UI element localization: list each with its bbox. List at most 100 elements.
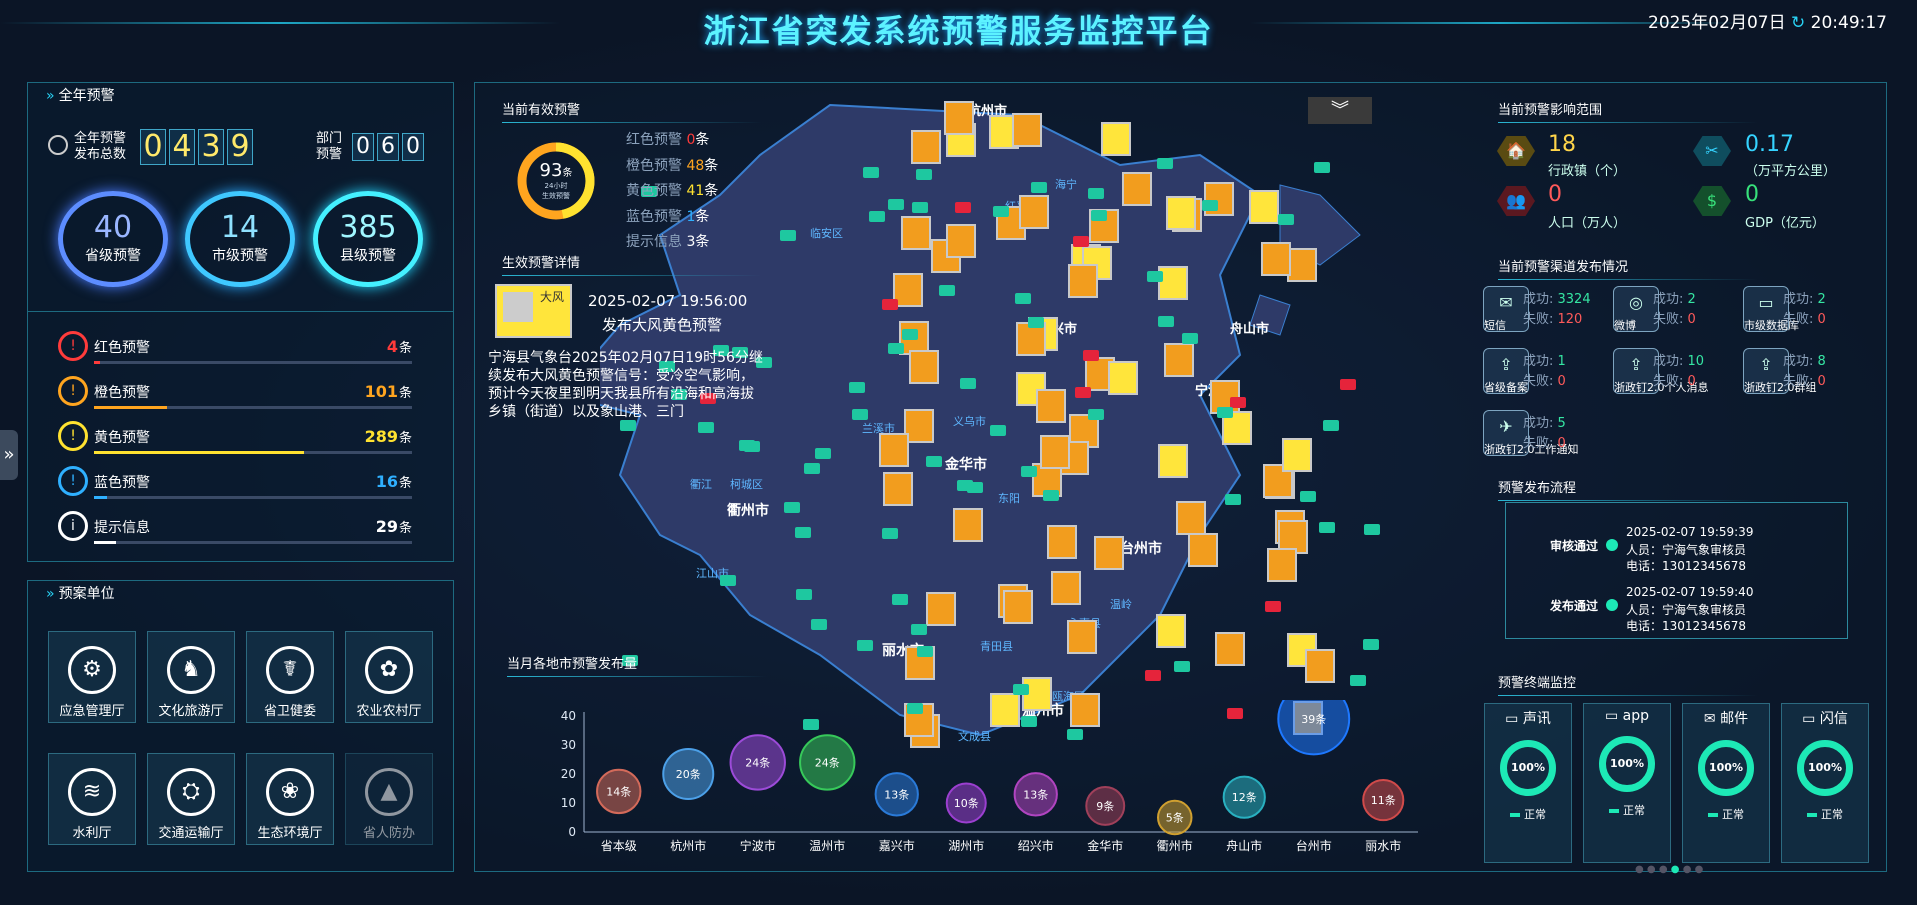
map-station-marker[interactable]	[901, 329, 918, 341]
effective-row[interactable]: 黄色预警 41条	[626, 179, 718, 205]
map-warning-marker[interactable]	[1047, 525, 1078, 560]
unit-culture-tourism[interactable]: ♞ 文化旅游厅	[147, 631, 235, 723]
map-station-marker[interactable]	[863, 167, 880, 179]
pager-dot[interactable]: ●	[1682, 864, 1692, 875]
map-station-marker[interactable]	[796, 589, 813, 601]
map-station-marker[interactable]	[966, 482, 983, 493]
terminal-flash[interactable]: ▭ 闪信 100% 正常	[1781, 703, 1869, 863]
map-warning-marker[interactable]	[945, 224, 976, 259]
pager-dot[interactable]: ●	[1635, 864, 1644, 875]
map-station-marker[interactable]	[888, 199, 904, 211]
map-station-marker[interactable]	[1145, 670, 1162, 682]
level-row-orange[interactable]: ! 橙色预警 101条	[28, 376, 420, 409]
map-station-marker[interactable]	[1157, 315, 1174, 327]
map-station-marker[interactable]	[1027, 317, 1044, 329]
map-station-marker[interactable]	[891, 593, 908, 605]
map-warning-marker[interactable]	[1107, 361, 1138, 396]
map-warning-marker[interactable]	[879, 433, 910, 467]
map-warning-marker[interactable]	[1281, 437, 1312, 472]
map-station-marker[interactable]	[802, 719, 819, 731]
pager-dot[interactable]: ●	[1646, 864, 1656, 875]
map-station-marker[interactable]	[1340, 379, 1357, 391]
pager-dot[interactable]: ●	[1658, 864, 1668, 875]
map-station-marker[interactable]	[1202, 200, 1219, 212]
channel-5[interactable]: ⇪ 浙政钉2.0群组	[1743, 348, 1817, 394]
level-row-red[interactable]: ! 红色预警 4条	[28, 331, 420, 364]
map-station-marker[interactable]	[658, 361, 675, 373]
level-row-yellow[interactable]: ! 黄色预警 289条	[28, 421, 420, 454]
sidebar-toggle-button[interactable]: »	[0, 430, 18, 480]
unit-emergency[interactable]: ⚙ 应急管理厅	[48, 631, 136, 723]
map-station-marker[interactable]	[620, 420, 637, 432]
channel-3[interactable]: ⇪ 省级备案	[1483, 348, 1529, 394]
map-station-marker[interactable]	[1350, 674, 1367, 686]
map-warning-marker[interactable]	[1093, 535, 1124, 570]
map-station-marker[interactable]	[990, 425, 1007, 437]
map-station-marker[interactable]	[960, 378, 977, 390]
map-station-marker[interactable]	[916, 645, 933, 657]
unit-agriculture[interactable]: ✿ 农业农村厅	[345, 631, 433, 723]
map-station-marker[interactable]	[1042, 490, 1059, 502]
detail-warning-icon[interactable]: 大风	[495, 284, 572, 338]
map-warning-marker[interactable]	[1305, 649, 1336, 684]
map-station-marker[interactable]	[888, 342, 905, 354]
effective-row[interactable]: 蓝色预警 1条	[626, 205, 718, 231]
channel-1[interactable]: ◎ 微博	[1613, 286, 1659, 332]
map-station-marker[interactable]	[938, 284, 955, 296]
ring-city[interactable]: 14 市级预警	[185, 191, 295, 287]
map-warning-marker[interactable]	[1214, 632, 1245, 667]
map-warning-marker[interactable]	[1158, 443, 1189, 478]
map-warning-marker[interactable]	[1039, 434, 1070, 469]
level-row-blue[interactable]: ! 蓝色预警 16条	[28, 466, 420, 499]
map-warning-marker[interactable]	[1122, 171, 1153, 206]
map-station-marker[interactable]	[1012, 684, 1029, 696]
map-station-marker[interactable]	[720, 575, 737, 587]
map-station-marker[interactable]	[1229, 397, 1246, 409]
map-station-marker[interactable]	[712, 345, 729, 357]
map-station-marker[interactable]	[1319, 521, 1336, 533]
map-warning-marker[interactable]	[883, 472, 914, 507]
map-warning-marker[interactable]	[1011, 113, 1042, 148]
map-warning-marker[interactable]	[904, 409, 935, 444]
map-station-marker[interactable]	[804, 463, 821, 475]
map-warning-marker[interactable]	[1261, 242, 1292, 277]
map-station-marker[interactable]	[815, 447, 832, 459]
pager-dot[interactable]: ●	[1694, 864, 1704, 875]
map-station-marker[interactable]	[955, 201, 972, 213]
pager-dot-active[interactable]: ●	[1670, 864, 1680, 875]
map-station-marker[interactable]	[956, 479, 973, 491]
map-station-marker[interactable]	[869, 211, 886, 223]
map-station-marker[interactable]	[794, 526, 811, 538]
map-station-marker[interactable]	[1090, 209, 1107, 221]
unit-civil-defense[interactable]: ▲ 省人防办	[345, 753, 433, 845]
map-station-marker[interactable]	[1075, 387, 1092, 399]
channel-2[interactable]: ▭ 市级数据库	[1743, 286, 1799, 332]
map-station-marker[interactable]	[1362, 638, 1379, 650]
map-station-marker[interactable]	[1021, 715, 1038, 727]
map-warning-marker[interactable]	[900, 215, 931, 250]
map-station-marker[interactable]	[670, 388, 687, 400]
map-station-marker[interactable]	[882, 528, 899, 540]
map-station-marker[interactable]	[1322, 419, 1339, 431]
map-station-marker[interactable]	[755, 356, 772, 368]
effective-row[interactable]: 红色预警 0条	[626, 128, 718, 154]
map-warning-marker[interactable]	[1018, 195, 1049, 230]
map-warning-marker[interactable]	[1050, 570, 1081, 605]
map-station-marker[interactable]	[1087, 187, 1104, 199]
map-warning-marker[interactable]	[1163, 342, 1194, 377]
unit-health[interactable]: ☤ 省卫健委	[246, 631, 334, 723]
map-warning-marker[interactable]	[926, 591, 957, 626]
map-station-marker[interactable]	[811, 618, 827, 630]
map-station-marker[interactable]	[1182, 333, 1199, 345]
map-station-marker[interactable]	[849, 381, 866, 393]
map-station-marker[interactable]	[925, 455, 942, 467]
map-station-marker[interactable]	[1173, 660, 1190, 672]
map-warning-marker[interactable]	[1249, 190, 1280, 225]
map-station-marker[interactable]	[640, 186, 657, 198]
ring-county[interactable]: 385 县级预警	[313, 191, 423, 287]
channel-6[interactable]: ✈ 浙政钉2.0工作通知	[1483, 410, 1579, 456]
map-station-marker[interactable]	[1072, 236, 1089, 248]
map-station-marker[interactable]	[779, 230, 796, 242]
map-warning-marker[interactable]	[1188, 532, 1219, 567]
map-station-marker[interactable]	[1146, 270, 1163, 282]
